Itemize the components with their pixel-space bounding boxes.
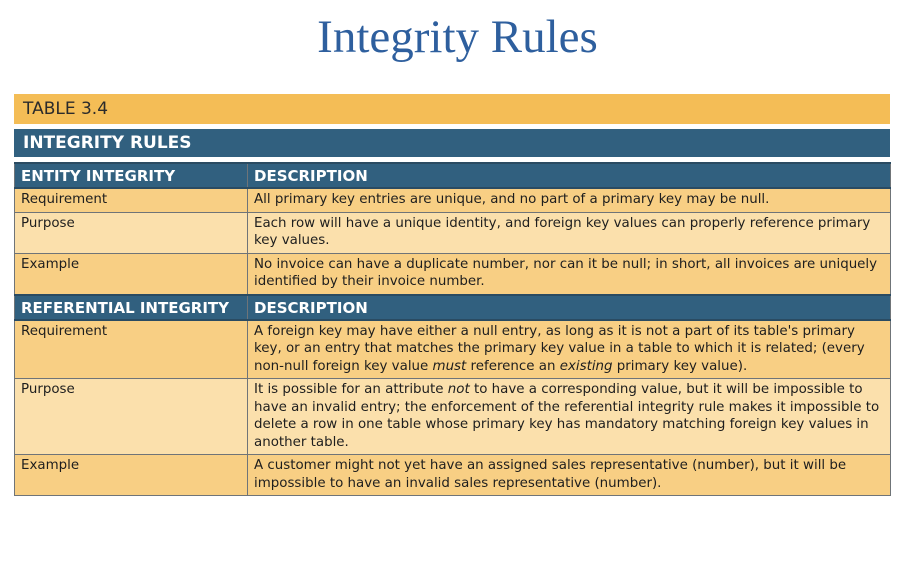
table-row: Example A customer might not yet have an…: [14, 454, 891, 496]
table-row: Requirement All primary key entries are …: [14, 187, 891, 213]
row-description: No invoice can have a duplicate number, …: [247, 252, 891, 295]
table-row: Purpose Each row will have a unique iden…: [14, 211, 891, 254]
section-title: ENTITY INTEGRITY: [14, 162, 248, 189]
row-description: A customer might not yet have an assigne…: [247, 454, 891, 496]
row-label: Example: [14, 454, 248, 496]
row-label: Example: [14, 252, 248, 295]
description-header: DESCRIPTION: [247, 293, 891, 321]
rules-grid: ENTITY INTEGRITY DESCRIPTION Requirement…: [14, 162, 891, 496]
section-header-referential-integrity: REFERENTIAL INTEGRITY DESCRIPTION: [14, 293, 891, 321]
row-label: Purpose: [14, 211, 248, 254]
section-title: REFERENTIAL INTEGRITY: [14, 293, 248, 321]
table-caption: INTEGRITY RULES: [14, 129, 890, 157]
integrity-rules-table: TABLE 3.4 INTEGRITY RULES ENTITY INTEGRI…: [14, 94, 891, 496]
section-header-entity-integrity: ENTITY INTEGRITY DESCRIPTION: [14, 162, 891, 189]
row-description: All primary key entries are unique, and …: [247, 187, 891, 213]
table-row: Requirement A foreign key may have eithe…: [14, 319, 891, 379]
description-header: DESCRIPTION: [247, 162, 891, 189]
row-description: Each row will have a unique identity, an…: [247, 211, 891, 254]
row-label: Purpose: [14, 378, 248, 455]
table-row: Purpose It is possible for an attribute …: [14, 378, 891, 455]
page-title: Integrity Rules: [317, 11, 598, 63]
row-description: It is possible for an attribute not to h…: [247, 378, 891, 455]
row-label: Requirement: [14, 187, 248, 213]
table-row: Example No invoice can have a duplicate …: [14, 252, 891, 295]
row-label: Requirement: [14, 319, 248, 379]
table-number: TABLE 3.4: [14, 94, 890, 124]
row-description: A foreign key may have either a null ent…: [247, 319, 891, 379]
